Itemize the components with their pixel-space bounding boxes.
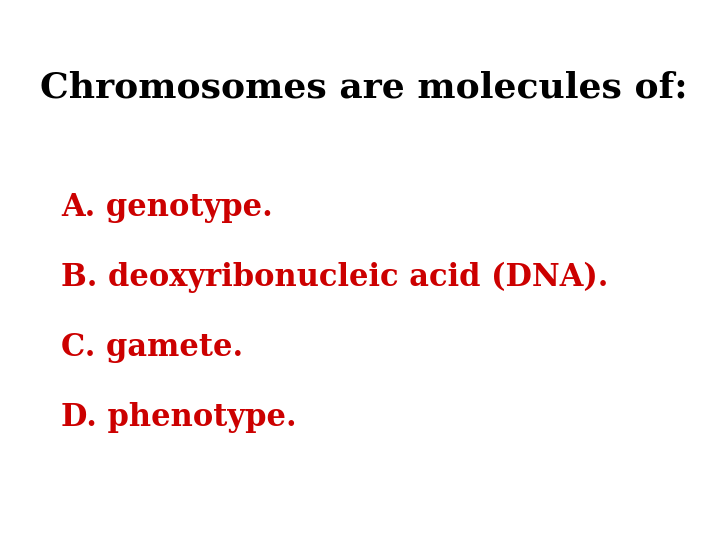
Text: A. genotype.: A. genotype. [61,192,273,222]
Text: D. phenotype.: D. phenotype. [61,402,297,433]
Text: B. deoxyribonucleic acid (DNA).: B. deoxyribonucleic acid (DNA). [61,262,608,293]
Text: Chromosomes are molecules of:: Chromosomes are molecules of: [40,70,687,104]
Text: C. gamete.: C. gamete. [61,332,243,363]
